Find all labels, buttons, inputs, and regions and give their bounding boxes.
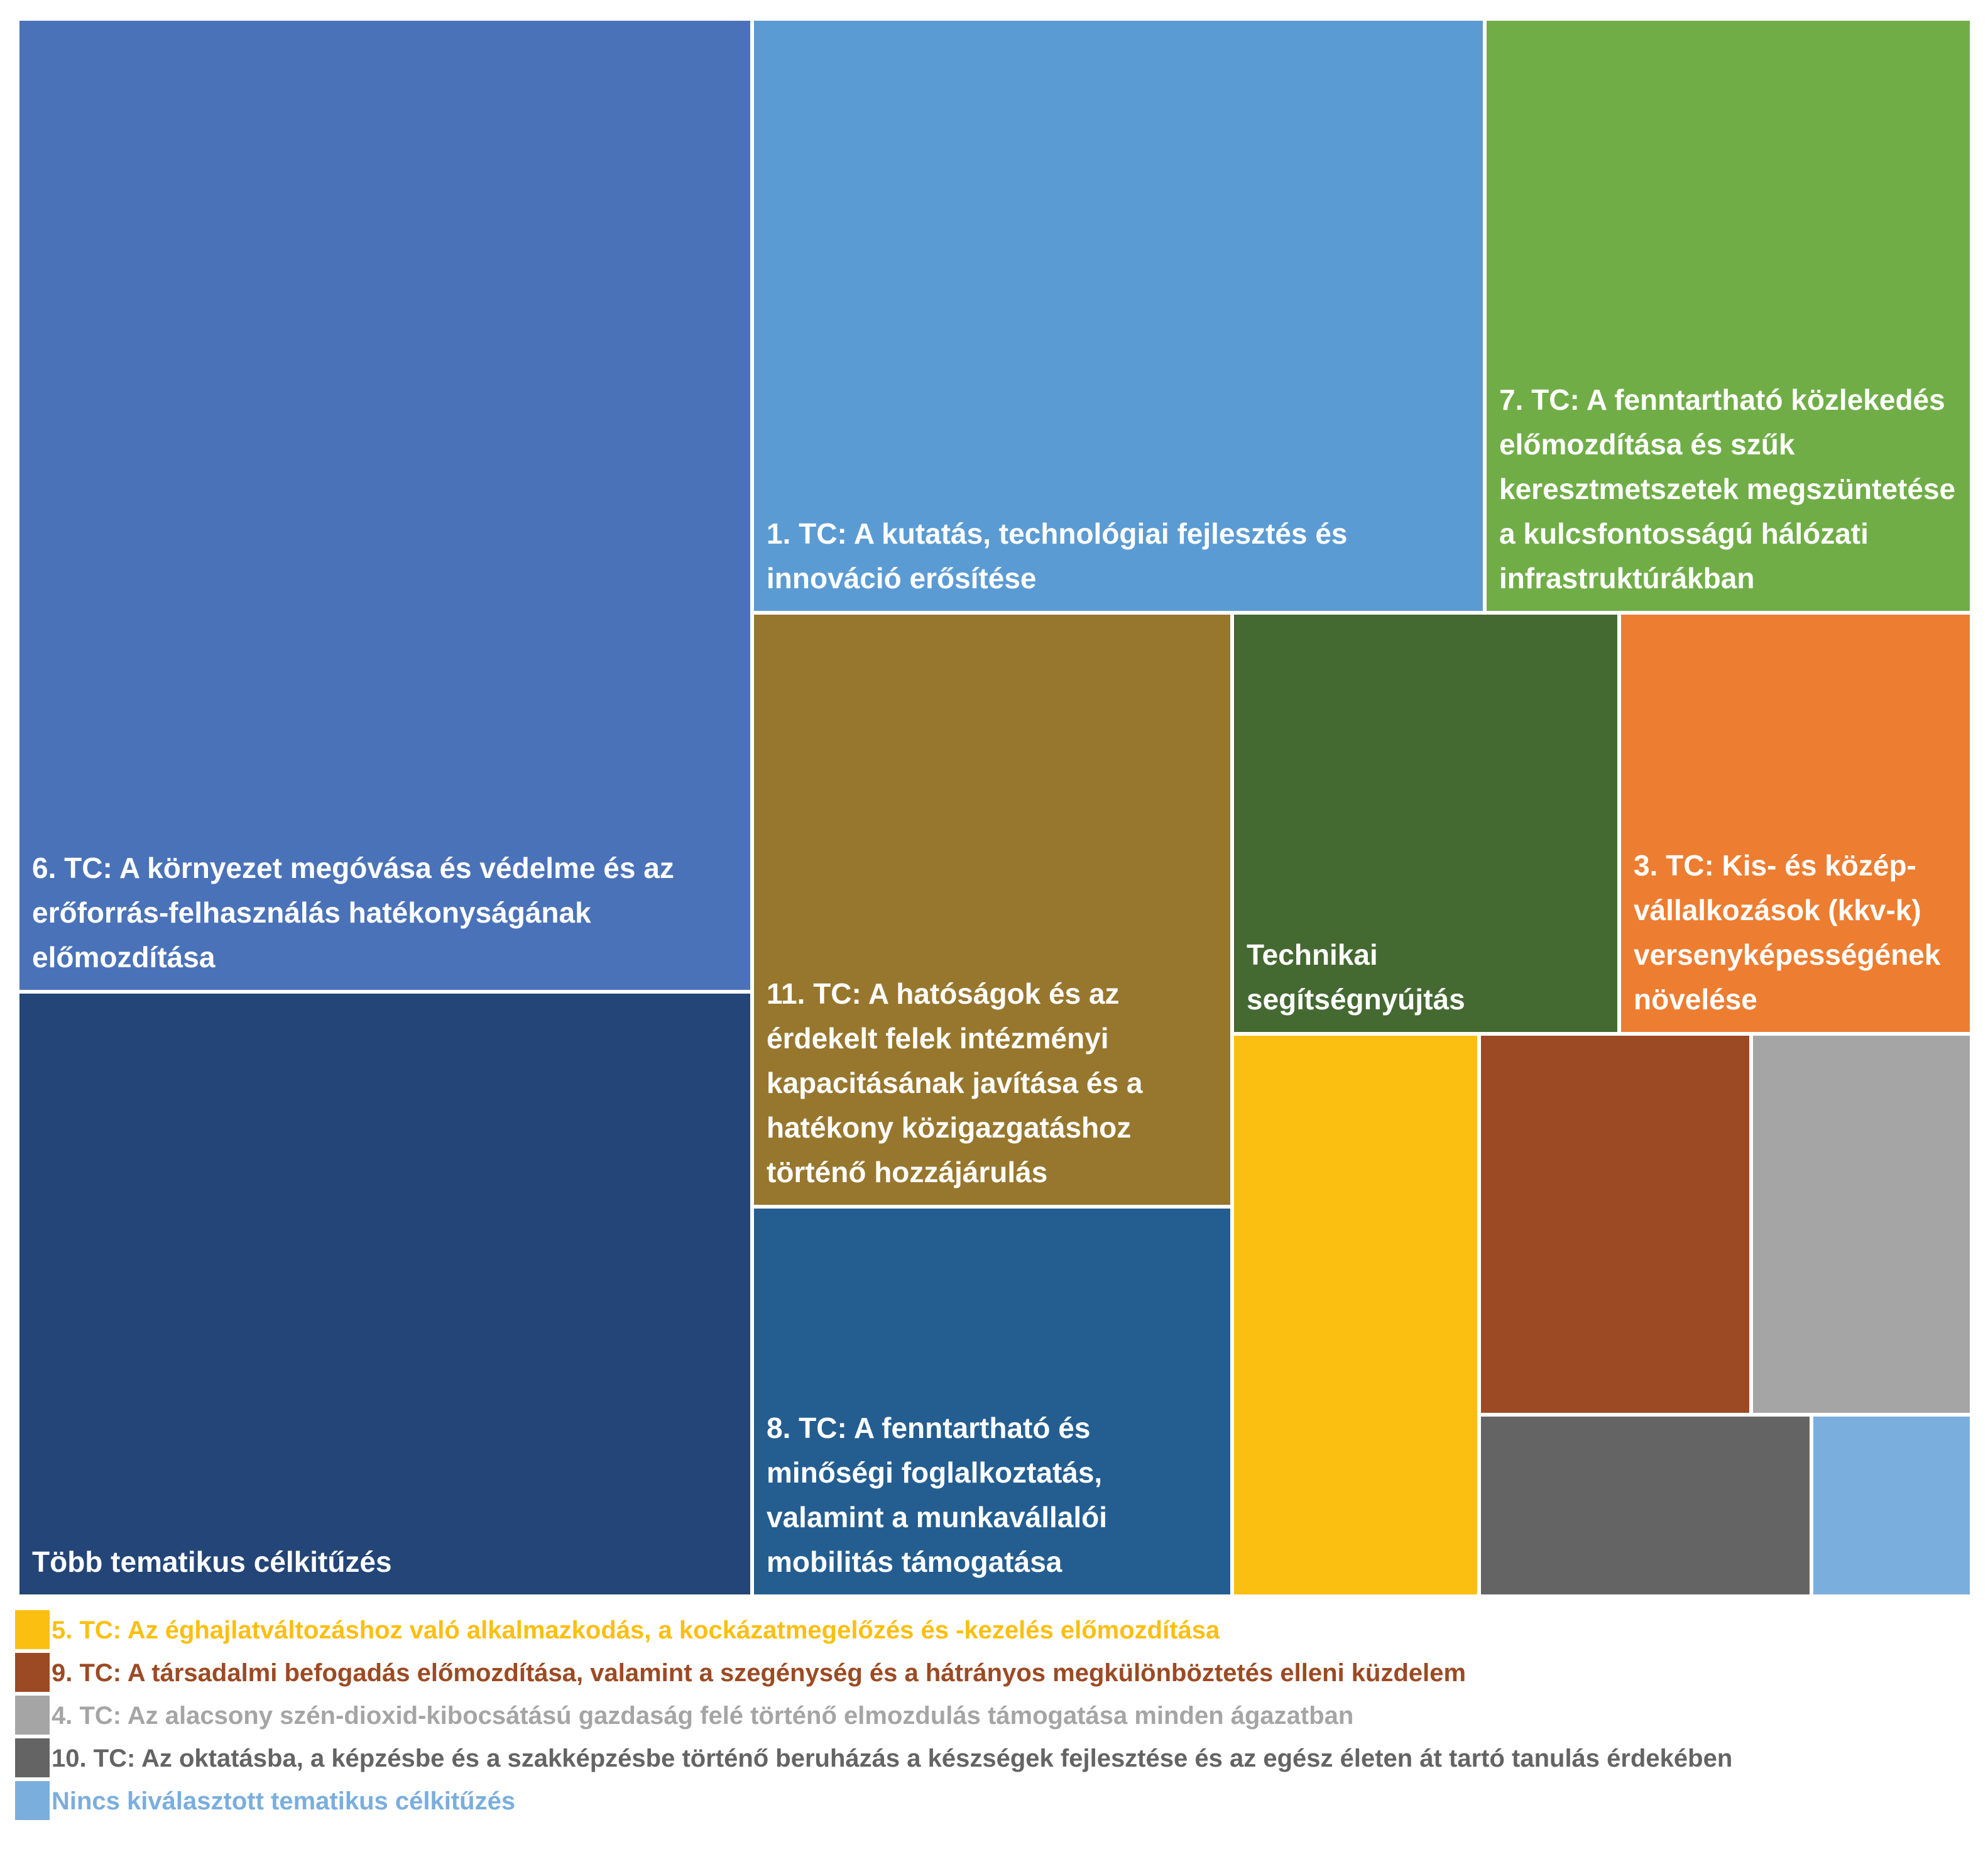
tile-tc4 [1751, 1034, 1972, 1415]
legend-item-tc5: 5. TC: Az éghajlatváltozáshoz való alkal… [15, 1610, 1963, 1653]
legend-swatch-tc5 [15, 1610, 50, 1649]
tile-nincs [1811, 1415, 1972, 1596]
tile-label-tc3: 3. TC: Kis- és közép-vállalkozások (kkv-… [1634, 849, 1941, 1016]
legend-item-tc10: 10. TC: Az oktatásba, a képzésbe és a sz… [15, 1738, 1963, 1781]
tile-tc8: 8. TC: A fenntartható és minőségi foglal… [752, 1207, 1232, 1596]
treemap-chart: 6. TC: A környezet megóvása és védelme é… [18, 19, 1972, 1596]
tile-tc7: 7. TC: A fenntartható közlekedés előmozd… [1485, 19, 1972, 613]
tile-tc3: 3. TC: Kis- és közép-vállalkozások (kkv-… [1619, 613, 1972, 1034]
tile-label-tc7: 7. TC: A fenntartható közlekedés előmozd… [1499, 383, 1956, 595]
legend-label-tc9: 9. TC: A társadalmi befogadás előmozdítá… [52, 1659, 1466, 1687]
tile-tc9 [1479, 1034, 1751, 1415]
legend-swatch-tc4 [15, 1696, 50, 1735]
tile-label-tc11: 11. TC: A hatóságok és az érdekelt felek… [767, 977, 1143, 1188]
legend-label-tc4: 4. TC: Az alacsony szén-dioxid-kibocsátá… [52, 1702, 1354, 1730]
tile-tc10 [1479, 1415, 1811, 1596]
legend-item-nincs: Nincs kiválasztott tematikus célkitűzés [15, 1781, 1963, 1824]
legend-swatch-nincs [15, 1781, 50, 1820]
tile-tobb-tematikus: Több tematikus célkitűzés [18, 992, 752, 1596]
tile-technikai: Technikai segítségnyújtás [1232, 613, 1619, 1034]
legend-swatch-tc10 [15, 1738, 50, 1777]
tile-label-tobb-tematikus: Több tematikus célkitűzés [32, 1545, 392, 1578]
legend-item-tc9: 9. TC: A társadalmi befogadás előmozdítá… [15, 1653, 1963, 1696]
tile-tc5 [1232, 1034, 1479, 1596]
tile-tc1: 1. TC: A kutatás, technológiai fejleszté… [752, 19, 1485, 613]
legend-label-tc10: 10. TC: Az oktatásba, a képzésbe és a sz… [52, 1745, 1733, 1772]
legend: 5. TC: Az éghajlatváltozáshoz való alkal… [15, 1610, 1973, 1836]
tile-label-tc1: 1. TC: A kutatás, technológiai fejleszté… [767, 517, 1348, 595]
legend-label-tc5: 5. TC: Az éghajlatváltozáshoz való alkal… [52, 1616, 1220, 1644]
tile-tc6: 6. TC: A környezet megóvása és védelme é… [18, 19, 752, 992]
tile-label-technikai: Technikai segítségnyújtás [1247, 938, 1465, 1016]
tile-label-tc6: 6. TC: A környezet megóvása és védelme é… [32, 852, 674, 974]
tile-label-tc8: 8. TC: A fenntartható és minőségi foglal… [767, 1412, 1108, 1578]
legend-item-tc4: 4. TC: Az alacsony szén-dioxid-kibocsátá… [15, 1696, 1963, 1738]
legend-swatch-tc9 [15, 1653, 50, 1692]
legend-label-nincs: Nincs kiválasztott tematikus célkitűzés [52, 1787, 516, 1815]
tile-tc11: 11. TC: A hatóságok és az érdekelt felek… [752, 613, 1232, 1207]
